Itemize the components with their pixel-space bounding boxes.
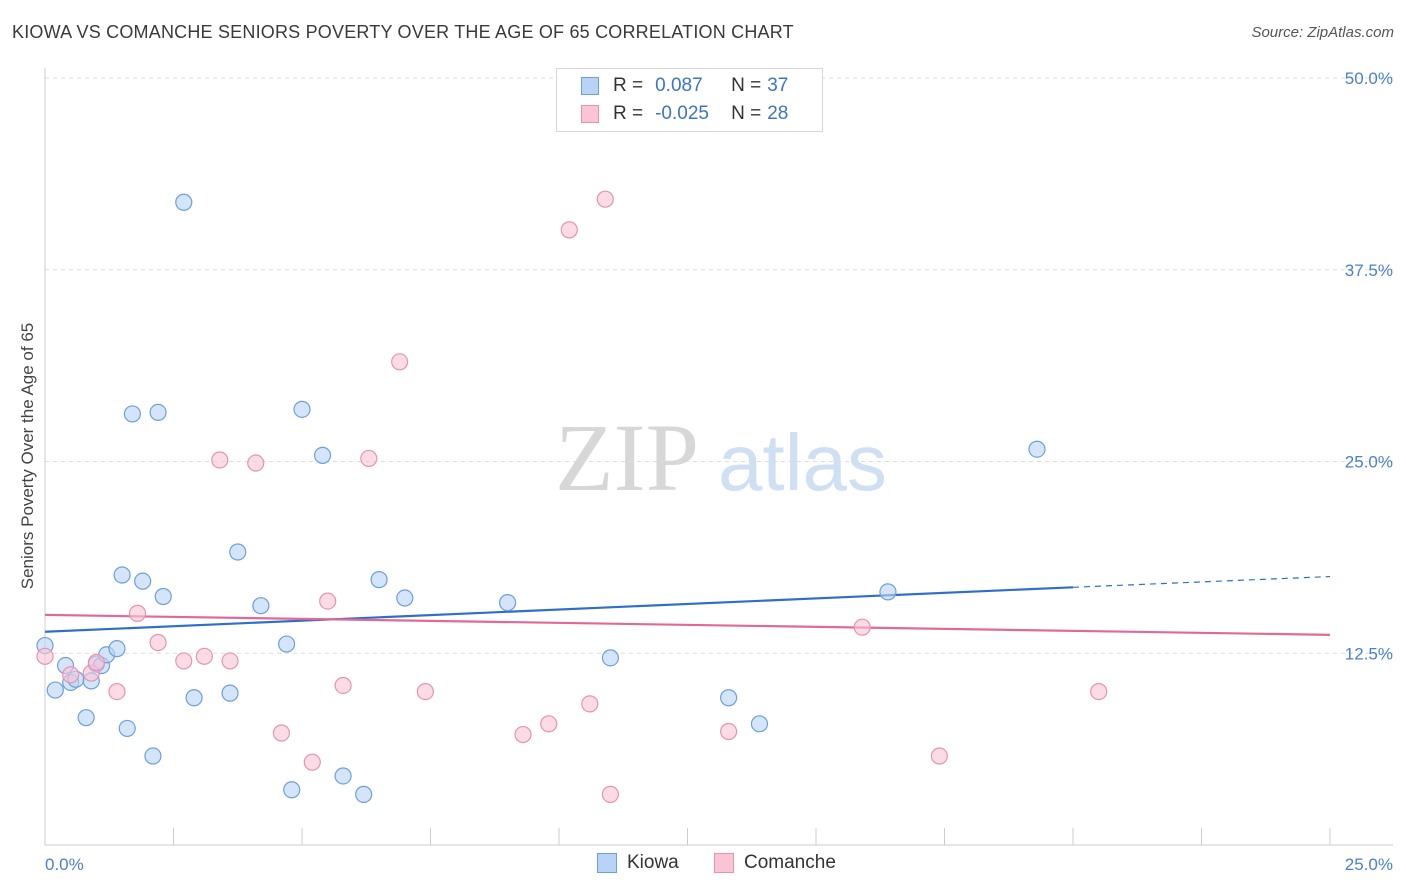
- comanche-swatch: [581, 105, 599, 123]
- comanche-point: [36, 647, 54, 665]
- kiowa-point: [229, 543, 247, 561]
- comanche-point: [272, 724, 291, 742]
- y-tick-label: 12.5%: [1345, 644, 1393, 663]
- watermark-zip: ZIP: [555, 404, 699, 511]
- comanche-trend-line: [44, 613, 1331, 636]
- source-label: Source: ZipAtlas.com: [1251, 24, 1394, 41]
- legend-r-value: 0.087: [655, 75, 703, 96]
- comanche-point: [334, 676, 352, 695]
- chart-title: KIOWA VS COMANCHE SENIORS POVERTY OVER T…: [12, 22, 794, 42]
- kiowa-point: [123, 405, 141, 423]
- kiowa-point: [283, 781, 301, 799]
- kiowa-point: [144, 747, 162, 765]
- y-tick-label: 25.0%: [1345, 453, 1393, 472]
- kiowa-point: [879, 583, 897, 601]
- kiowa-point: [499, 594, 517, 612]
- comanche-point: [247, 454, 265, 472]
- watermark-atlas: atlas: [718, 418, 887, 507]
- kiowa-trend-line: [44, 586, 1074, 633]
- kiowa-point: [1028, 440, 1046, 458]
- comanche-point: [416, 682, 434, 701]
- kiowa-point: [720, 689, 738, 707]
- watermark: ZIP atlas: [555, 404, 887, 511]
- legend-n-label: N =: [731, 75, 762, 96]
- kiowa-swatch: [581, 77, 599, 95]
- stats-legend: R = 0.087 N = 37 R = -0.025 N = 28: [556, 68, 823, 132]
- comanche-point: [128, 604, 147, 622]
- kiowa-legend-swatch: [597, 853, 617, 873]
- kiowa-point: [149, 403, 167, 422]
- legend-r-label: R =: [613, 103, 644, 124]
- comanche-legend-swatch: [714, 853, 734, 873]
- kiowa-point: [46, 681, 64, 699]
- comanche-point: [303, 753, 321, 771]
- legend-item-comanche: Comanche: [714, 852, 836, 874]
- comanche-legend-label: Comanche: [744, 852, 836, 873]
- kiowa-point: [175, 193, 193, 211]
- kiowa-point: [313, 446, 332, 464]
- kiowa-legend-label: Kiowa: [627, 852, 679, 873]
- comanche-point: [391, 353, 409, 371]
- x-tick-label: 0.0%: [45, 855, 84, 874]
- comanche-point: [853, 618, 871, 636]
- kiowa-point: [396, 589, 414, 607]
- comanche-point: [221, 652, 239, 670]
- legend-n-label: N =: [731, 103, 762, 124]
- kiowa-point: [277, 635, 296, 653]
- kiowa-point: [370, 571, 388, 589]
- kiowa-point: [118, 719, 136, 738]
- comanche-point: [560, 221, 578, 239]
- kiowa-point: [134, 572, 152, 590]
- kiowa-point: [113, 566, 131, 584]
- legend-item-kiowa: Kiowa: [597, 852, 679, 874]
- comanche-point: [319, 592, 337, 610]
- comanche-point: [87, 653, 106, 672]
- comanche-point: [930, 747, 948, 765]
- legend-row-comanche: R = -0.025 N = 28: [581, 101, 788, 127]
- comanche-point: [360, 449, 378, 468]
- legend-n-value: 37: [767, 75, 789, 96]
- comanche-point: [108, 682, 126, 701]
- kiowa-point: [77, 709, 95, 727]
- kiowa-trend-extension: [1072, 575, 1331, 588]
- comanche-point: [211, 451, 229, 469]
- kiowa-point: [293, 400, 311, 418]
- legend-r-label: R =: [613, 75, 644, 96]
- kiowa-point: [108, 640, 126, 658]
- kiowa-point: [154, 587, 172, 606]
- comanche-point: [596, 190, 614, 208]
- comanche-point: [1090, 682, 1108, 701]
- comanche-point: [581, 695, 599, 713]
- comanche-point: [175, 652, 193, 670]
- kiowa-point: [355, 785, 373, 803]
- kiowa-point: [750, 715, 769, 733]
- legend-n-value: 28: [767, 103, 789, 124]
- y-tick-label: 50.0%: [1345, 69, 1393, 88]
- comanche-point: [601, 785, 620, 803]
- comanche-point: [720, 722, 738, 741]
- comanche-point: [195, 647, 213, 665]
- series-legend: Kiowa Comanche: [0, 852, 1406, 876]
- x-tick-label: 25.0%: [1345, 855, 1393, 874]
- kiowa-point: [221, 684, 239, 702]
- kiowa-point: [601, 649, 620, 667]
- comanche-point: [62, 666, 80, 684]
- comanche-point: [540, 715, 558, 733]
- kiowa-point: [334, 767, 352, 785]
- y-tick-label: 37.5%: [1345, 261, 1393, 280]
- kiowa-point: [252, 597, 270, 615]
- legend-r-value: -0.025: [655, 103, 709, 124]
- kiowa-point: [185, 689, 203, 707]
- comanche-point: [149, 633, 167, 652]
- legend-row-kiowa: R = 0.087 N = 37: [581, 73, 788, 99]
- comanche-point: [514, 725, 532, 744]
